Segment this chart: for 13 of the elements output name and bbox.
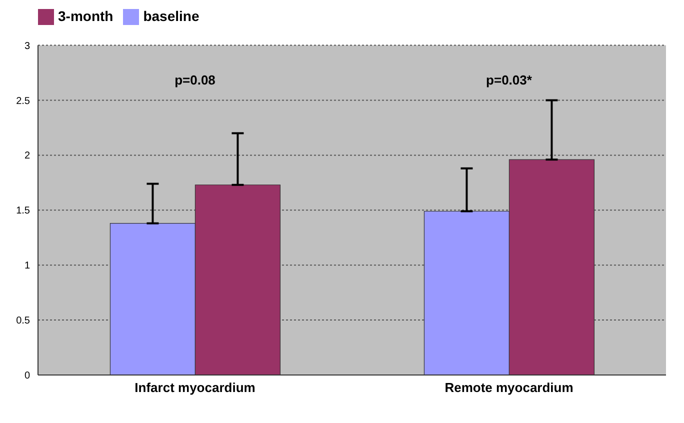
y-tick-label: 0.5 — [16, 316, 30, 327]
x-tick-label: Infarct myocardium — [134, 380, 256, 396]
y-tick-label: 1.5 — [16, 206, 30, 217]
legend-label: 3-month — [58, 8, 114, 24]
y-tick-label: 1 — [24, 260, 30, 272]
x-tick-label: Remote myocardium — [444, 380, 574, 396]
y-tick-label: 2 — [24, 150, 30, 162]
y-tick-label: 0 — [24, 370, 30, 382]
y-tick-label: 3 — [24, 40, 30, 52]
legend-label: baseline — [143, 8, 200, 24]
annotation: p=0.03* — [486, 72, 533, 88]
y-tick-label: 2.5 — [16, 96, 30, 107]
annotation: p=0.08 — [174, 72, 216, 88]
